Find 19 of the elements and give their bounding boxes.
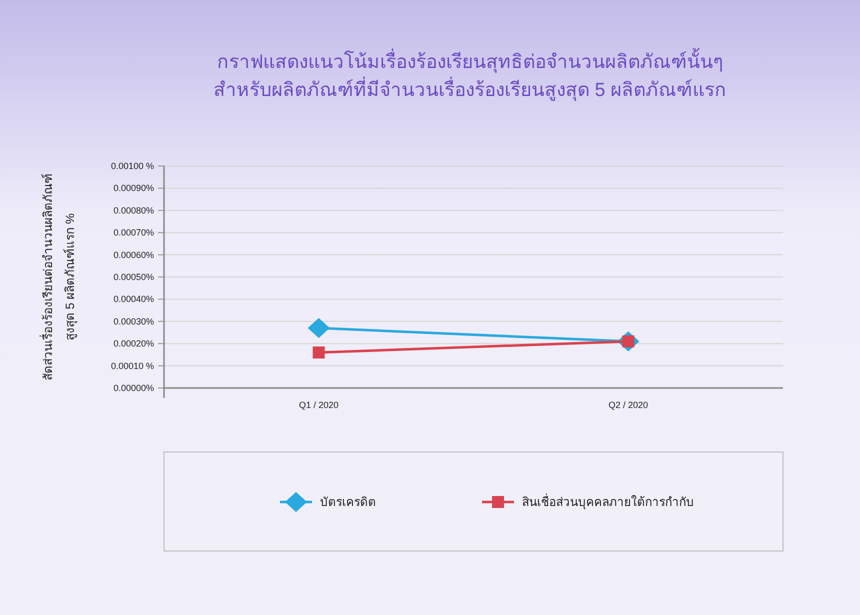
y-tick-label: 0.00100 % [110,161,154,171]
y-tick-label: 0.00070% [113,228,154,238]
x-tick-label: Q1 / 2020 [298,400,339,410]
y-axis-title: สัดส่วนเรื่องร้องเรียนต่อจำนวนผลิตภัณฑ์ สูงสุด 5 ผลิตภัณฑ์แรก % [39,174,78,380]
y-tick-label: 0.00030% [113,316,154,326]
y-tick-label: 0.00050% [113,272,154,282]
y-tick-label: 0.00040% [113,294,154,304]
legend-label: สินเชื่อส่วนบุคคลภายใต้การกำกับ [522,493,694,510]
y-tick-label: 0.00080% [113,205,154,216]
y-tick-label: 0.00000% [113,383,154,393]
y-tick-label: 0.00060% [113,250,154,260]
y-tick-label: 0.00010 % [110,360,154,371]
y-tick-label: 0.00020% [113,338,154,349]
y-tick-label: 0.00090% [113,183,154,194]
x-tick-label: Q2 / 2020 [608,400,648,410]
legend-label: บัตรเครดิต [320,495,376,509]
point [312,346,325,358]
chart-title: กราฟแสดงแนวโน้มเรื่องร้องเรียนสุทธิต่อจำนวนผลิตภัณฑ์นั้นๆ สำหรับผลิตภัณฑ์ที่มีจำนวนเรื่องร้องเรียนสูงสุด 5 ผลิตภัณฑ์แรก [213,48,727,102]
point [308,318,330,338]
